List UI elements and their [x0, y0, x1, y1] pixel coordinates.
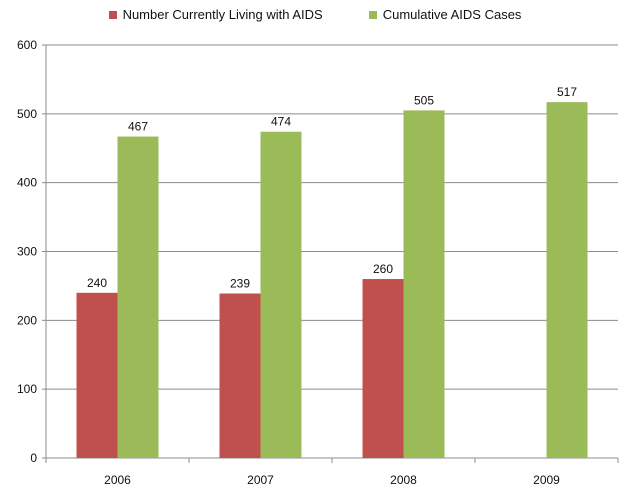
y-tick-label: 500: [17, 107, 37, 121]
y-tick-label: 300: [17, 245, 37, 259]
data-label-living: 239: [230, 276, 250, 290]
bar-living: [219, 293, 261, 458]
legend-swatch-cumulative: [368, 10, 377, 19]
legend-label-living: Number Currently Living with AIDS: [122, 7, 323, 22]
bar-cumulative: [403, 110, 445, 459]
bar-cumulative: [117, 136, 159, 458]
x-tick-label: 2008: [390, 473, 417, 487]
legend-item-living: Number Currently Living with AIDS: [108, 7, 323, 22]
y-tick-label: 600: [17, 38, 37, 52]
data-label-cumulative: 505: [414, 93, 434, 107]
data-label-living: 240: [87, 276, 107, 290]
x-tick-label: 2009: [533, 473, 560, 487]
data-label-cumulative: 474: [271, 115, 291, 129]
y-tick-label: 400: [17, 176, 37, 190]
data-label-cumulative: 467: [128, 120, 148, 134]
bar-living: [76, 292, 118, 458]
data-label-living: 260: [373, 262, 393, 276]
legend: Number Currently Living with AIDS Cumula…: [0, 7, 630, 22]
x-tick-label: 2007: [247, 473, 274, 487]
x-tick-label: 2006: [104, 473, 131, 487]
y-tick-label: 100: [17, 382, 37, 396]
legend-label-cumulative: Cumulative AIDS Cases: [382, 7, 522, 22]
bar-cumulative: [546, 102, 588, 459]
legend-swatch-living: [108, 10, 117, 19]
bar-living: [362, 279, 404, 458]
y-tick-label: 0: [30, 451, 37, 465]
legend-item-cumulative: Cumulative AIDS Cases: [368, 7, 522, 22]
y-tick-label: 200: [17, 313, 37, 327]
bar-cumulative: [260, 131, 302, 459]
data-label-cumulative: 517: [557, 85, 577, 99]
